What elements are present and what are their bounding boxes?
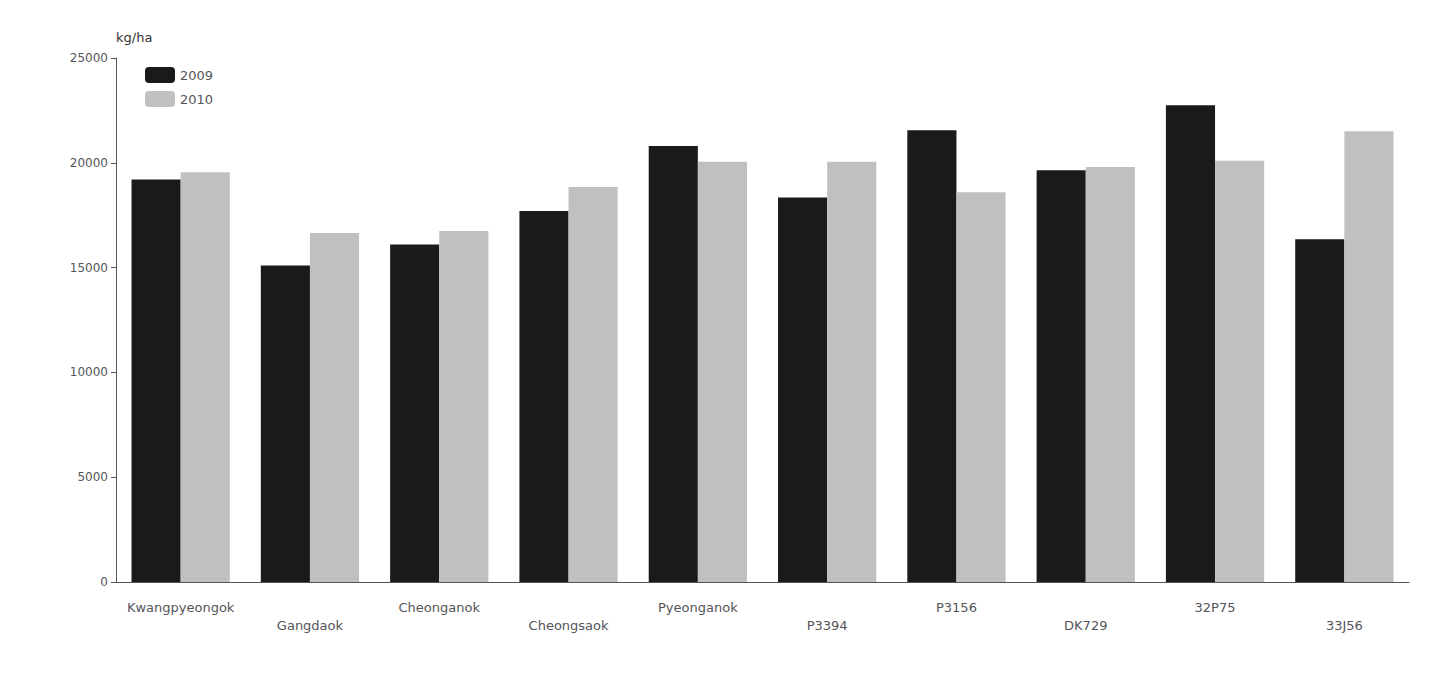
svg-text:Cheonganok: Cheonganok <box>399 600 481 615</box>
svg-text:2010: 2010 <box>180 92 213 107</box>
svg-text:10000: 10000 <box>70 365 108 379</box>
svg-text:0: 0 <box>100 575 108 589</box>
svg-text:2009: 2009 <box>180 68 213 83</box>
svg-text:DK729: DK729 <box>1064 618 1107 633</box>
svg-text:20000: 20000 <box>70 156 108 170</box>
svg-text:15000: 15000 <box>70 261 108 275</box>
svg-text:P3394: P3394 <box>807 618 848 633</box>
svg-text:Cheongsaok: Cheongsaok <box>529 618 609 633</box>
svg-text:P3156: P3156 <box>936 600 977 615</box>
svg-text:32P75: 32P75 <box>1195 600 1236 615</box>
svg-text:Kwangpyeongok: Kwangpyeongok <box>127 600 235 615</box>
svg-text:33J56: 33J56 <box>1326 618 1363 633</box>
svg-text:Gangdaok: Gangdaok <box>277 618 344 633</box>
svg-text:5000: 5000 <box>77 470 108 484</box>
svg-text:25000: 25000 <box>70 51 108 65</box>
svg-text:kg/ha: kg/ha <box>116 30 152 45</box>
svg-text:Pyeonganok: Pyeonganok <box>658 600 738 615</box>
